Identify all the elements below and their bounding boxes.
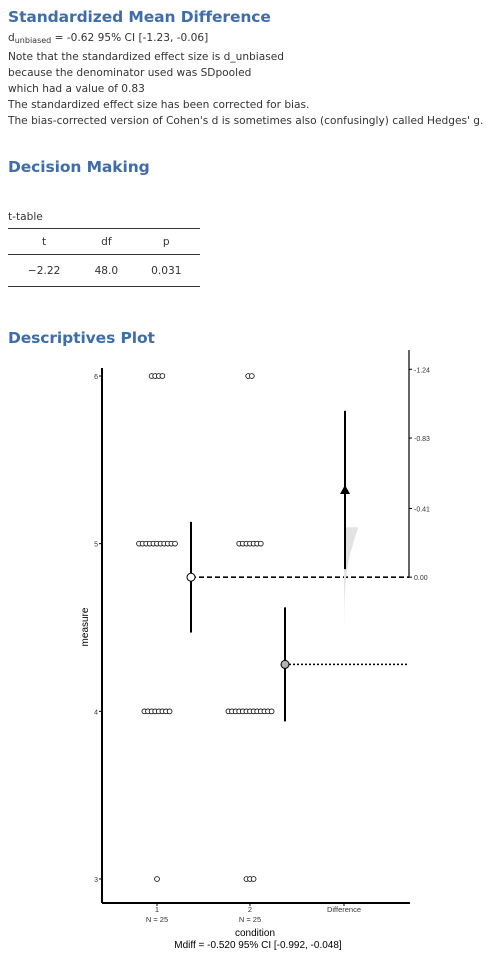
data-point <box>250 876 257 882</box>
descriptives-plot: 3456measure0.00-0.41-0.83-1.24-1.6612Dif… <box>80 350 430 951</box>
smd-note-1: Note that the standardized effect size i… <box>8 51 284 63</box>
d-symbol: d <box>8 32 15 44</box>
cell-p: 0.031 <box>132 254 200 287</box>
cell-t: −2.22 <box>8 254 81 287</box>
table-row: −2.22 48.0 0.031 <box>8 254 200 287</box>
y-tick-label: 5 <box>94 542 98 549</box>
d-unbiased-line: dunbiased = -0.62 95% CI [-1.23, -0.06] <box>8 32 208 45</box>
difference-axis-tick-label: -1.24 <box>414 367 430 374</box>
x-axis-label: condition <box>235 928 275 939</box>
col-header-p: p <box>132 228 200 255</box>
y-tick-label: 3 <box>94 877 98 884</box>
col-header-t: t <box>8 228 81 255</box>
data-point <box>159 373 166 379</box>
d-value: = -0.62 95% CI [-1.23, -0.06] <box>51 32 209 44</box>
t-table: t df p −2.22 48.0 0.031 <box>8 228 200 287</box>
x-tick-label: 1 <box>155 905 159 914</box>
difference-distribution <box>344 527 359 813</box>
difference-axis-tick-label: -0.83 <box>414 436 430 443</box>
x-tick-label: Difference <box>327 905 361 914</box>
difference-axis-tick-label: 0.00 <box>414 575 428 582</box>
smd-heading: Standardized Mean Difference <box>8 8 271 26</box>
y-axis-label: measure <box>80 607 91 646</box>
cell-df: 48.0 <box>80 254 133 287</box>
smd-note-5: The bias-corrected version of Cohen's d … <box>8 115 484 127</box>
smd-note-2: because the denominator used was SDpoole… <box>8 67 252 79</box>
col-header-df: df <box>80 228 133 255</box>
data-point <box>257 540 264 547</box>
data-point <box>166 708 173 715</box>
t-table-caption: t-table <box>8 211 43 223</box>
smd-note-3: which had a value of 0.83 <box>8 83 145 95</box>
t-table-header-row: t df p <box>8 228 200 255</box>
y-tick-label: 6 <box>94 374 98 381</box>
decision-heading: Decision Making <box>8 158 150 176</box>
difference-caption: Mdiff = -0.520 95% CI [-0.992, -0.048] <box>174 940 342 951</box>
n-label: N = 25 <box>239 915 261 924</box>
smd-note-4: The standardized effect size has been co… <box>8 99 310 111</box>
data-point <box>249 373 255 379</box>
difference-axis-tick-label: -0.41 <box>414 506 430 513</box>
y-tick-label: 4 <box>94 709 98 716</box>
data-point <box>154 876 160 882</box>
x-tick-label: 2 <box>248 905 252 914</box>
descriptives-heading: Descriptives Plot <box>8 329 155 347</box>
group-mean-marker <box>186 572 196 582</box>
group-mean-marker <box>280 659 290 669</box>
difference-estimate-marker <box>340 485 350 495</box>
d-subscript: unbiased <box>14 36 52 45</box>
data-point <box>268 708 275 715</box>
n-label: N = 25 <box>146 915 168 924</box>
data-point <box>172 540 178 547</box>
